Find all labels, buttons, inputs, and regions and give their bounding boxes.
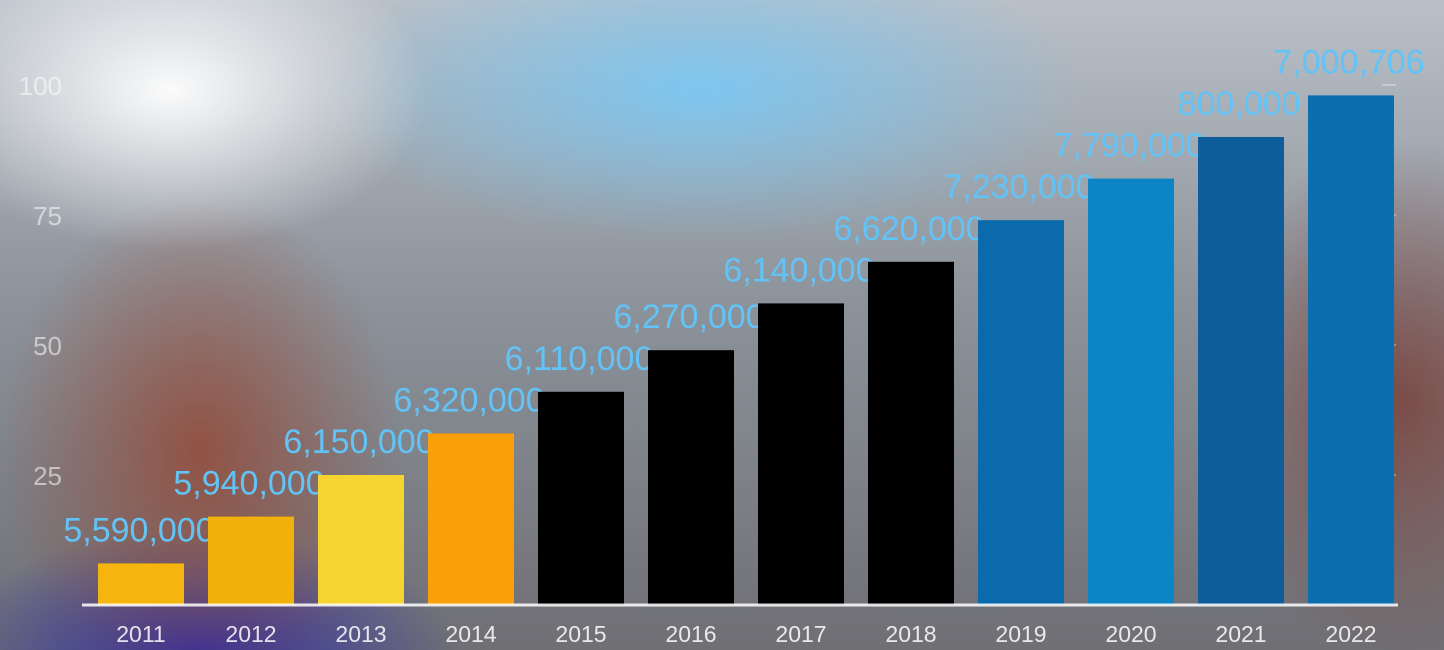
annotation: 6,320,000 [393, 381, 544, 419]
bar [98, 563, 184, 605]
x-tick-label: 2015 [555, 621, 606, 647]
x-tick-label: 2022 [1325, 621, 1376, 647]
bar [1308, 95, 1394, 606]
y-tick-label: 75 [33, 201, 62, 231]
bar [1088, 178, 1174, 605]
annotation: 7,790,000 [1053, 127, 1204, 165]
x-tick-label: 2014 [445, 621, 496, 647]
x-tick-label: 2012 [225, 621, 276, 647]
bar [538, 391, 624, 605]
x-tick-label: 2017 [775, 621, 826, 647]
annotation: 6,110,000 [505, 340, 654, 378]
y-tick-label: 25 [33, 461, 62, 491]
x-tick-label: 2013 [335, 621, 386, 647]
x-tick-label: 2016 [665, 621, 716, 647]
annotation: 5,940,000 [173, 465, 324, 503]
annotation: 6,140,000 [723, 251, 874, 289]
bar [868, 261, 954, 605]
x-tick-label: 2019 [995, 621, 1046, 647]
y-tick-label: 50 [33, 331, 62, 361]
x-tick-label: 2018 [885, 621, 936, 647]
bar [208, 516, 294, 605]
annotation: 6,150,000 [283, 423, 434, 461]
x-tick-label: 2020 [1105, 621, 1156, 647]
annotation: 7,000,706 [1273, 43, 1424, 81]
y-tick-label: 100 [19, 71, 62, 101]
bar [318, 475, 404, 605]
bar [758, 303, 844, 605]
annotation: 6,620,000 [833, 210, 984, 248]
annotation: 7,230,000 [943, 168, 1094, 206]
bar [1198, 137, 1284, 605]
annotation: 6,270,000 [613, 298, 764, 336]
bar [648, 350, 734, 605]
annotation: 800,000 [1178, 85, 1301, 123]
annotation: 5,590,000 [63, 511, 214, 549]
bar [428, 433, 514, 605]
x-tick-label: 2011 [116, 621, 165, 647]
x-tick-label: 2021 [1215, 621, 1266, 647]
bar [978, 220, 1064, 605]
